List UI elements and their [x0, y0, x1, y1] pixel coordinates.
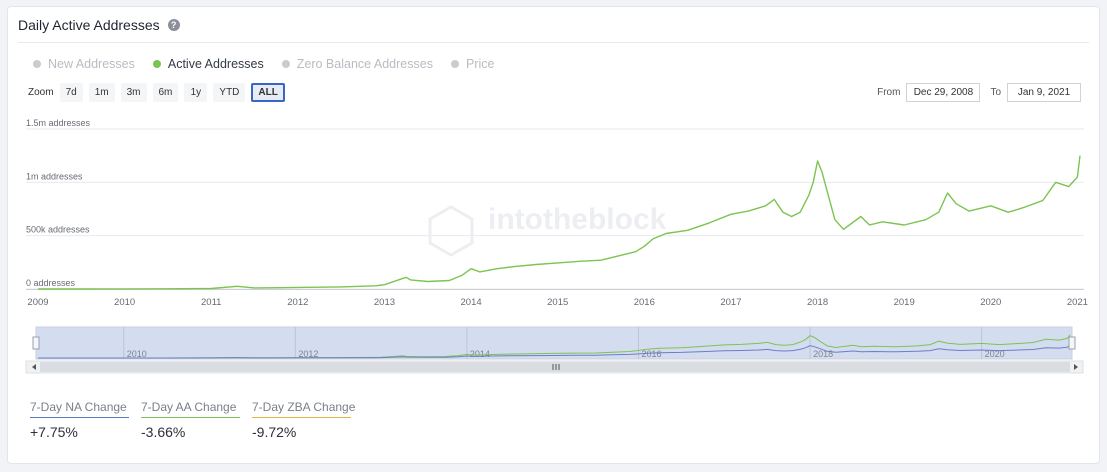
date-range: From Dec 29, 2008 To Jan 9, 2021	[877, 83, 1081, 102]
card-title: Daily Active Addresses	[18, 17, 160, 33]
navigator-secondary-line	[38, 344, 1071, 359]
help-icon[interactable]: ?	[167, 19, 180, 31]
to-date-input[interactable]: Jan 9, 2021	[1007, 83, 1081, 102]
legend-item-price[interactable]: Price	[450, 57, 495, 71]
x-tick-label: 2010	[114, 297, 135, 308]
y-tick-label: 1.5m addresses	[26, 118, 91, 128]
x-tick-label: 2014	[461, 297, 482, 308]
navigator-tick-label: 2018	[813, 349, 833, 359]
header-divider	[18, 42, 1089, 43]
legend-item-zero-balance-addresses[interactable]: Zero Balance Addresses	[281, 57, 433, 71]
legend-dot-icon	[152, 60, 161, 68]
stat-block: 7-Day ZBA Change -9.72%	[252, 400, 355, 440]
legend-label: Price	[465, 57, 495, 71]
x-tick-label: 2011	[201, 297, 221, 308]
legend-label: Active Addresses	[167, 57, 264, 71]
stat-value: -3.66%	[141, 424, 186, 440]
legend-dot-icon	[281, 60, 290, 68]
scrollbar-grip-icon	[552, 364, 560, 370]
zoom-button-1m[interactable]: 1m	[88, 83, 115, 102]
line-chart: 0 addresses 500k addresses 1m addresses 1.5…	[25, 118, 1088, 374]
stat-value: -9.72%	[252, 424, 297, 440]
navigator-tick-label: 2020	[985, 349, 1005, 359]
scroll-right-icon	[1074, 364, 1078, 370]
x-tick-label: 2016	[634, 297, 655, 308]
legend-item-active-addresses[interactable]: Active Addresses	[152, 57, 264, 71]
x-tick-label: 2019	[894, 297, 915, 308]
x-tick-label: 2020	[980, 297, 1001, 308]
navigator-tick-label: 2010	[127, 349, 147, 359]
card-header: Daily Active Addresses ?	[18, 17, 180, 33]
chart-card: Daily Active Addresses ? New Addresses Ac…	[7, 6, 1100, 464]
zoom-controls: Zoom 7d 1m 3m 6m 1y YTD ALL	[28, 83, 285, 102]
zoom-button-ytd[interactable]: YTD	[213, 83, 246, 102]
x-tick-label: 2017	[720, 297, 741, 308]
stat-block: 7-Day AA Change -3.66%	[141, 400, 240, 440]
legend-dot-icon	[33, 60, 41, 68]
watermark-logo-icon	[428, 205, 474, 257]
series-line-active-addresses	[38, 155, 1081, 290]
y-tick-label: 500k addresses	[26, 225, 90, 235]
scroll-left-icon	[32, 364, 36, 370]
to-label: To	[990, 87, 1001, 98]
x-tick-label: 2012	[287, 297, 308, 308]
zoom-button-7d[interactable]: 7d	[59, 83, 83, 102]
stat-label: 7-Day AA Change	[141, 400, 240, 418]
y-tick-label: 0 addresses	[26, 278, 76, 288]
navigator-tick-label: 2012	[298, 349, 318, 359]
legend-item-new-addresses[interactable]: New Addresses	[33, 57, 135, 71]
x-tick-label: 2018	[807, 297, 828, 308]
legend-label: New Addresses	[48, 57, 135, 71]
y-tick-label: 1m addresses	[26, 171, 83, 181]
legend-dot-icon	[450, 60, 459, 68]
stat-label: 7-Day NA Change	[30, 400, 129, 418]
x-tick-label: 2021	[1067, 297, 1088, 308]
navigator-tick-label: 2014	[470, 349, 490, 359]
zoom-button-all[interactable]: ALL	[251, 83, 285, 102]
watermark: intotheblock	[488, 203, 667, 236]
stat-label: 7-Day ZBA Change	[252, 400, 355, 418]
navigator-handle	[32, 336, 40, 350]
x-tick-label: 2013	[374, 297, 395, 308]
scrollbar-thumb	[40, 362, 1070, 372]
x-tick-label: 2009	[27, 297, 48, 308]
zoom-button-1y[interactable]: 1y	[184, 83, 208, 102]
legend-label: Zero Balance Addresses	[296, 57, 433, 71]
navigator-tick-label: 2016	[641, 349, 661, 359]
zoom-button-3m[interactable]: 3m	[120, 83, 147, 102]
stat-block: 7-Day NA Change +7.75%	[30, 400, 129, 440]
navigator-handle	[1068, 336, 1076, 350]
stats-row: 7-Day NA Change +7.75% 7-Day AA Change -3.6…	[30, 400, 355, 440]
stat-value: +7.75%	[30, 424, 78, 440]
x-tick-label: 2015	[547, 297, 568, 308]
from-date-input[interactable]: Dec 29, 2008	[906, 83, 981, 102]
legend: New Addresses Active Addresses Zero Balanc…	[33, 57, 494, 71]
zoom-button-6m[interactable]: 6m	[152, 83, 179, 102]
from-label: From	[877, 87, 901, 98]
zoom-label: Zoom	[28, 87, 54, 98]
navigator-window	[35, 326, 1073, 360]
